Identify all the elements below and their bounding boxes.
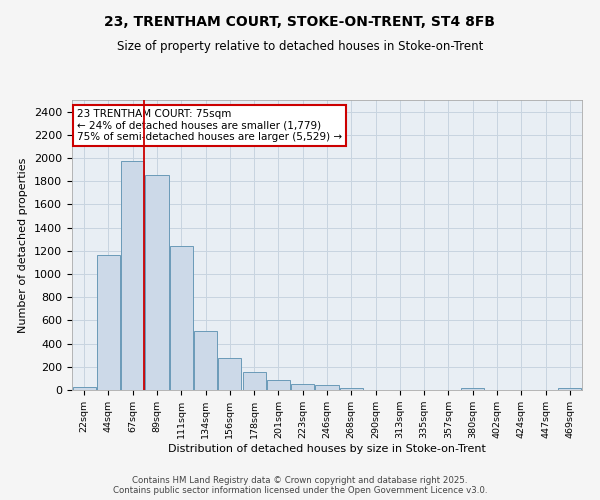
X-axis label: Distribution of detached houses by size in Stoke-on-Trent: Distribution of detached houses by size … (168, 444, 486, 454)
Bar (461, 388, 484, 390)
Y-axis label: Number of detached properties: Number of detached properties (19, 158, 28, 332)
Bar (267, 380, 290, 390)
Bar (121, 162, 144, 390)
Bar (559, 388, 581, 390)
Text: 23 TRENTHAM COURT: 75sqm
← 24% of detached houses are smaller (1,779)
75% of sem: 23 TRENTHAM COURT: 75sqm ← 24% of detach… (77, 108, 342, 142)
Bar (73, 386, 95, 390)
Bar (218, 358, 241, 390)
Bar (97, 255, 120, 390)
Bar (242, 372, 266, 390)
Text: 23, TRENTHAM COURT, STOKE-ON-TRENT, ST4 8FB: 23, TRENTHAM COURT, STOKE-ON-TRENT, ST4 … (104, 15, 496, 29)
Bar (170, 246, 193, 390)
Text: Contains HM Land Registry data © Crown copyright and database right 2025.
Contai: Contains HM Land Registry data © Crown c… (113, 476, 487, 495)
Bar (145, 176, 169, 390)
Bar (316, 386, 338, 390)
Bar (291, 384, 314, 390)
Bar (194, 331, 217, 390)
Text: Size of property relative to detached houses in Stoke-on-Trent: Size of property relative to detached ho… (117, 40, 483, 53)
Bar (340, 388, 363, 390)
